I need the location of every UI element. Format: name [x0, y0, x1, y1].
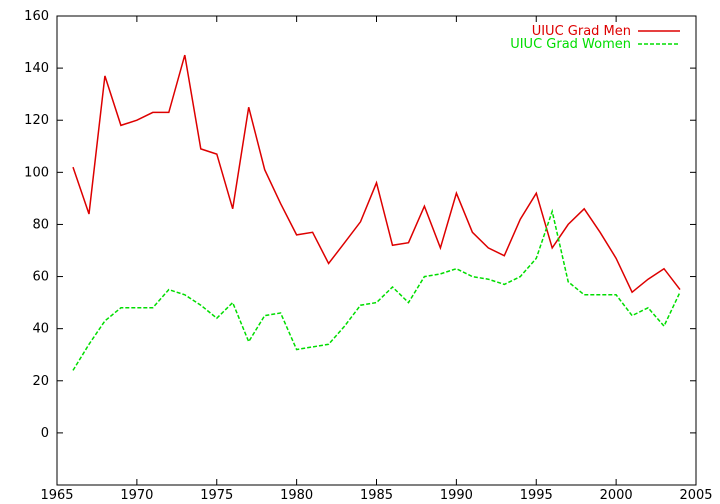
x-tick-label: 1985 — [360, 488, 393, 503]
legend-label: UIUC Grad Men — [532, 24, 631, 39]
y-tick-label: 140 — [24, 61, 49, 76]
y-tick-label: 100 — [24, 165, 49, 180]
series-line-men — [72, 54, 681, 294]
x-tick-label: 1995 — [520, 488, 553, 503]
x-tick-label: 1990 — [440, 488, 473, 503]
y-tick-label: 20 — [32, 374, 49, 389]
y-tick-label: 0 — [41, 426, 49, 441]
x-tick-label: 1975 — [200, 488, 233, 503]
x-tick-label: 1970 — [120, 488, 153, 503]
y-tick-label: 80 — [32, 217, 49, 232]
series-layer — [72, 54, 681, 371]
x-tick-label: 2005 — [679, 488, 712, 503]
x-tick-label: 1965 — [40, 488, 73, 503]
y-tick-label: 120 — [24, 113, 49, 128]
series-line-women — [72, 208, 681, 371]
y-tick-label: 160 — [24, 9, 49, 24]
y-tick-label: 40 — [32, 322, 49, 337]
x-tick-label: 2000 — [600, 488, 633, 503]
legend-label: UIUC Grad Women — [510, 37, 631, 52]
plot-frame — [56, 15, 697, 486]
x-tick-label: 1980 — [280, 488, 313, 503]
axes: 1965 1970 1975 1980 1985 1990 1995 2000 2005 0 20 4… — [24, 9, 712, 503]
y-tick-label: 60 — [32, 270, 49, 285]
